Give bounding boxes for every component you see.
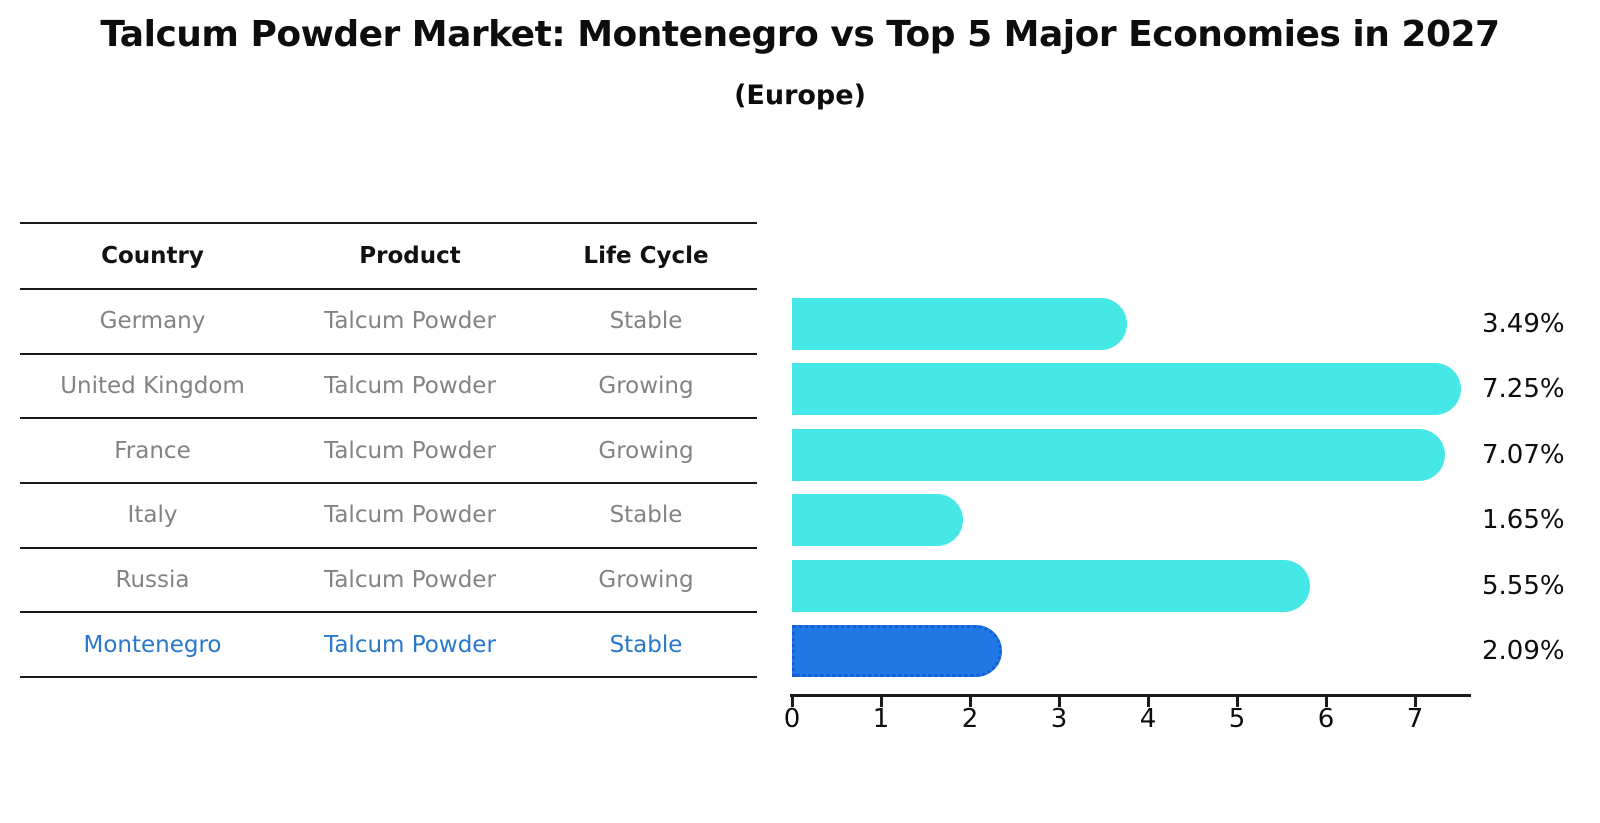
table-body: Germany Talcum Powder Stable United Kingdom…: [20, 290, 757, 679]
cell-life-cycle: Growing: [598, 437, 694, 464]
cell-product: Talcum Powder: [324, 437, 496, 464]
x-tick-mark: [1057, 697, 1061, 707]
cell-life-cycle: Growing: [598, 373, 694, 400]
table-row: Italy Talcum Powder Stable: [20, 484, 757, 549]
cell-product: Talcum Powder: [324, 567, 496, 594]
cell-product: Talcum Powder: [324, 502, 496, 529]
cell-product: Talcum Powder: [324, 373, 496, 400]
table-row: Montenegro Talcum Powder Stable: [20, 613, 757, 679]
cell-product: Talcum Powder: [324, 308, 496, 335]
chart-subtitle: (Europe): [734, 80, 866, 111]
x-tick-label: 6: [1317, 704, 1335, 734]
x-tick-mark: [1146, 697, 1150, 707]
table-header-row: Country Product Life Cycle: [20, 224, 757, 290]
x-tick-mark: [1235, 697, 1239, 707]
cell-life-cycle: Growing: [598, 567, 694, 594]
x-tick-label: 0: [783, 704, 801, 734]
column-header-country: Country: [101, 243, 204, 269]
bar-value-label: 7.25%: [1482, 374, 1565, 405]
cell-country: Russia: [115, 567, 190, 594]
x-tick-mark: [968, 697, 972, 707]
table-row: United Kingdom Talcum Powder Growing: [20, 355, 757, 420]
cell-country: France: [114, 437, 191, 464]
cell-country: Italy: [127, 502, 178, 529]
country-table: Country Product Life Cycle Germany Talcum…: [20, 222, 757, 679]
bar-value-label: 3.49%: [1482, 309, 1565, 339]
x-tick-label: 4: [1139, 704, 1157, 734]
cell-life-cycle: Stable: [609, 631, 683, 658]
cell-product: Talcum Powder: [324, 631, 496, 658]
bar: [792, 428, 1446, 481]
x-tick-label: 5: [1228, 704, 1246, 734]
x-tick-label: 7: [1406, 704, 1424, 734]
bar: [792, 298, 1127, 350]
x-tick-label: 2: [961, 704, 979, 734]
table-row: Germany Talcum Powder Stable: [20, 290, 757, 355]
cell-country: Montenegro: [83, 631, 222, 658]
cell-life-cycle: Stable: [609, 308, 683, 335]
x-tick-mark: [1413, 697, 1417, 707]
cell-country: Germany: [99, 308, 206, 335]
x-tick-label: 3: [1050, 704, 1068, 734]
bar-highlight: [792, 625, 1002, 677]
x-tick-mark: [790, 697, 794, 707]
x-tick-mark: [879, 697, 883, 707]
x-axis-line: [790, 694, 1471, 697]
table-row: Russia Talcum Powder Growing: [20, 549, 757, 614]
cell-life-cycle: Stable: [609, 502, 683, 529]
bar: [792, 363, 1462, 416]
column-header-life-cycle: Life Cycle: [583, 243, 709, 269]
x-tick-mark: [1324, 697, 1328, 707]
cell-country: United Kingdom: [60, 373, 245, 400]
bar-value-label: 5.55%: [1482, 570, 1565, 601]
bar: [792, 559, 1310, 612]
bar-value-label: 2.09%: [1482, 636, 1565, 666]
table-row: France Talcum Powder Growing: [20, 419, 757, 485]
chart-title: Talcum Powder Market: Montenegro vs Top …: [100, 14, 1500, 55]
x-tick-label: 1: [872, 704, 890, 734]
bar-value-label: 7.07%: [1482, 439, 1565, 470]
bar: [792, 494, 963, 547]
bar-value-label: 1.65%: [1482, 505, 1565, 536]
column-header-product: Product: [359, 243, 461, 269]
